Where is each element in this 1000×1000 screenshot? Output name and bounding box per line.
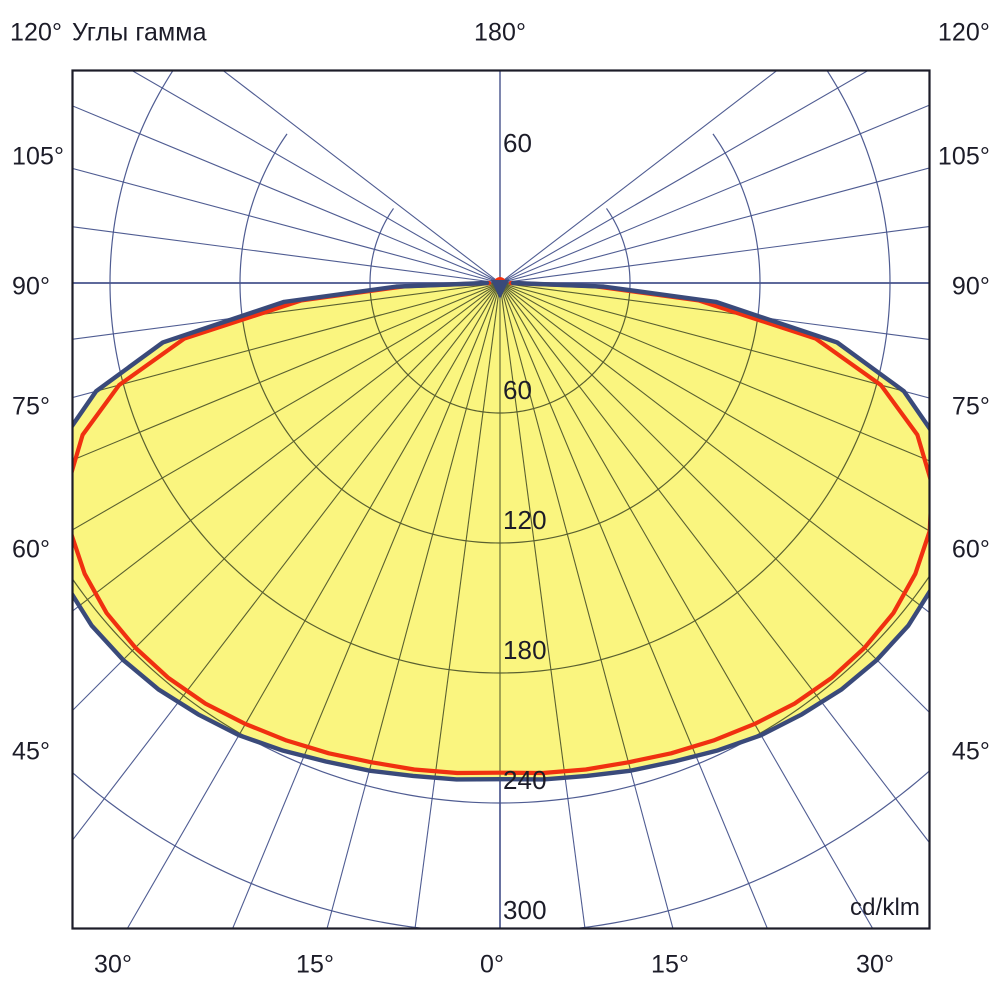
angle-label-left-2: 75°	[12, 392, 51, 421]
grid-spoke-inner-82.5	[499, 283, 929, 420]
angle-label-left-0: 105°	[12, 142, 65, 171]
angle-label-bottom-0: 30°	[93, 950, 133, 979]
angle-label-bottom-4: 30°	[855, 950, 895, 979]
grid-spoke--105.0	[72, 167, 501, 284]
grid-spoke-inner--15.0	[230, 283, 501, 780]
grid-spoke--120.0	[129, 70, 501, 284]
grid-spoke-120.0	[499, 70, 871, 284]
radial-value-label-0: 60	[503, 128, 533, 158]
angle-label-top-left: 120°	[10, 18, 63, 47]
angle-label-right-4: 45°	[951, 737, 990, 766]
grid-spoke-inner--75.0	[72, 283, 501, 553]
angle-label-right-1: 90°	[951, 272, 990, 301]
radial-value-label-5: 300	[503, 895, 547, 925]
grid-spoke-inner--60.0	[72, 283, 501, 780]
grid-spoke-inner--82.5	[72, 283, 501, 420]
curve-c0-c180	[72, 280, 929, 782]
grid-spoke-inner-52.5	[499, 283, 929, 780]
chart-title: Углы гамма	[72, 18, 207, 47]
angle-label-right-0: 105°	[937, 142, 990, 171]
grid-spoke-127.5	[499, 70, 779, 284]
angle-label-bottom-1: 15°	[295, 950, 335, 979]
grid-spoke-inner--7.5	[363, 283, 501, 780]
radial-value-label-3: 180	[503, 635, 547, 665]
grid-spoke-inner-15.0	[499, 283, 770, 780]
grid-spoke-inner-37.5	[499, 283, 929, 780]
angle-label-right-2: 75°	[951, 392, 990, 421]
grid-spoke-inner-105.0	[499, 283, 929, 284]
radial-value-label-4: 240	[503, 765, 547, 795]
grid-spoke-112.5	[499, 104, 929, 284]
curves-layer	[72, 277, 929, 782]
grid-spoke--112.5	[72, 105, 501, 284]
grid-spoke-inner-7.5	[499, 283, 637, 780]
grid-spoke--127.5	[221, 70, 501, 284]
grid-spoke-inner--67.5	[72, 283, 501, 682]
grid-spoke-inner-75.0	[499, 283, 929, 553]
angle-label-top-center: 180°	[473, 18, 527, 47]
unit-label: cd/klm	[850, 894, 920, 921]
angle-label-left-3: 60°	[12, 535, 51, 564]
angle-label-bottom-3: 15°	[650, 950, 690, 979]
radial-value-label-2: 120	[503, 505, 547, 535]
grid-spoke-inner-67.5	[499, 283, 929, 682]
grid-spoke-inner-112.5	[499, 283, 929, 284]
grid-spoke-97.5	[499, 225, 929, 284]
grid-spoke-inner--105.0	[72, 283, 501, 284]
grid-spoke-105.0	[499, 167, 929, 284]
curve-c90-c270	[72, 280, 929, 776]
pole-marker-navy	[491, 280, 509, 299]
grid-spoke-inner-60.0	[499, 283, 929, 780]
angle-label-top-right: 120°	[937, 18, 990, 47]
angle-label-right-3: 60°	[951, 535, 990, 564]
grid-spoke-inner-127.5	[499, 283, 929, 284]
plot-frame	[71, 69, 931, 930]
grid-spoke-inner--52.5	[72, 283, 501, 780]
angle-label-bottom-2: 0°	[479, 950, 505, 979]
grid-spoke-inner--45.0	[72, 283, 501, 780]
grid-spoke-inner-120.0	[499, 283, 929, 284]
radial-value-label-1: 60	[503, 375, 533, 405]
angle-label-left-1: 90°	[12, 272, 51, 301]
grid-spoke-inner--37.5	[72, 283, 501, 780]
grid-spoke--97.5	[72, 226, 501, 284]
angle-label-left-4: 45°	[12, 737, 51, 766]
grid-spoke-inner-45.0	[499, 283, 929, 780]
